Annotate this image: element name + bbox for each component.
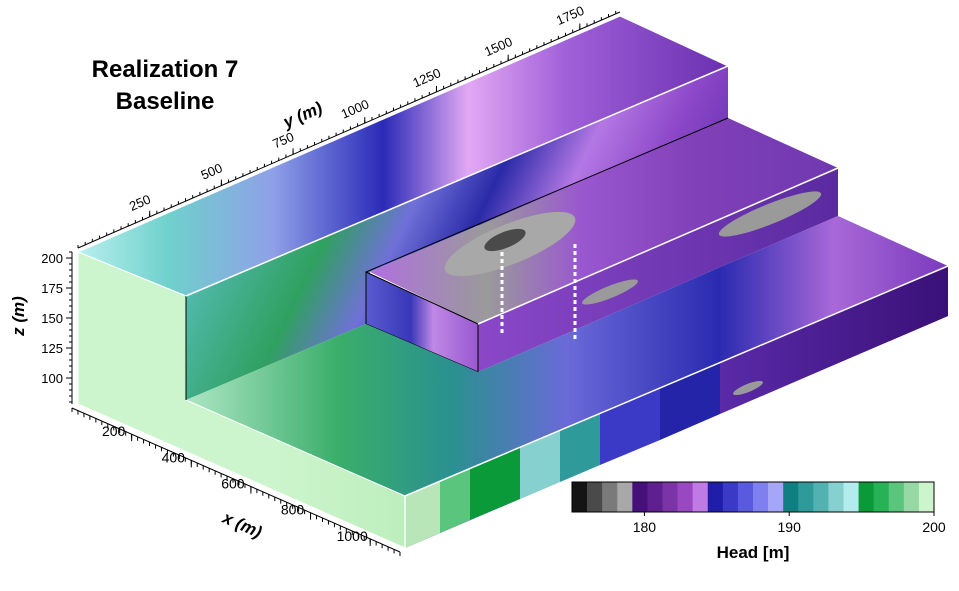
head-block-3d	[76, 15, 949, 549]
block-highlight-edges	[185, 65, 949, 548]
colorbar-swatch	[647, 482, 663, 512]
y-tick-label: 250	[127, 191, 153, 213]
x-axis-label: x (m)	[219, 508, 265, 542]
colorbar-swatch	[632, 482, 648, 512]
z-tick-label: 100	[41, 371, 63, 386]
title-line-1: Realization 7	[91, 56, 239, 83]
colorbar-swatch	[873, 482, 890, 512]
colorbar-swatch	[903, 482, 920, 512]
title-line-2: Baseline	[115, 88, 215, 115]
colorbar-swatch	[753, 482, 769, 512]
x-axis-line	[71, 407, 401, 553]
x-tick-label: 800	[281, 502, 305, 518]
z-tick-label: 150	[41, 311, 63, 326]
colorbar-frame	[571, 481, 935, 513]
y-tick-label: 750	[270, 129, 296, 151]
colorbar-swatch	[572, 482, 588, 512]
colorbar-label: Head [m]	[717, 543, 790, 562]
colorbar-swatch	[858, 482, 874, 512]
y-tick-label: 500	[199, 160, 225, 182]
colorbar-tick-label: 180	[633, 519, 657, 535]
colorbar-tick-label: 190	[778, 519, 802, 535]
axis-tick-marks	[66, 10, 617, 556]
colorbar-ticks: 180 190 200	[633, 512, 946, 535]
axes-group: 200 175 150 125 100 250 500 750 1000 1250 1500 1750…	[41, 3, 621, 556]
colorbar-tick-label: 200	[922, 519, 946, 535]
colorbar-swatch	[813, 482, 829, 512]
front-face-bands	[405, 266, 948, 548]
colorbar-swatch	[918, 482, 935, 512]
colorbar-swatch	[617, 482, 633, 512]
colorbar-swatch	[783, 482, 799, 512]
low-head-patches	[444, 191, 822, 396]
colorbar-swatch	[828, 482, 844, 512]
colorbar-swatch	[798, 482, 814, 512]
y-tick-label: 1000	[339, 96, 372, 121]
block-edges	[185, 117, 729, 400]
colorbar-swatch	[692, 482, 709, 512]
x-tick-label: 200	[102, 423, 126, 439]
colorbar-swatch	[722, 482, 739, 512]
colorbar-swatch	[602, 482, 618, 512]
z-tick-label: 175	[41, 281, 63, 296]
colorbar-swatch	[768, 482, 784, 512]
colorbar-swatch	[737, 482, 754, 512]
colorbar-swatch	[843, 482, 859, 512]
colorbar-swatch	[888, 482, 905, 512]
z-tick-label: 125	[41, 341, 63, 356]
x-tick-label: 400	[162, 449, 186, 465]
y-tick-label: 1250	[410, 65, 443, 90]
colorbar: 180 190 200 Head [m]	[571, 481, 946, 562]
z-axis-label: z (m)	[9, 296, 28, 337]
z-tick-label: 200	[41, 251, 63, 266]
x-tick-label: 1000	[337, 528, 368, 544]
y-tick-label: 1750	[554, 3, 587, 28]
middle-top-surface	[370, 118, 838, 324]
colorbar-swatch	[677, 482, 693, 512]
colorbar-swatch	[662, 482, 678, 512]
lower-top-surface	[186, 216, 948, 496]
colorbar-swatches	[572, 482, 935, 512]
y-tick-label: 1500	[482, 34, 515, 59]
colorbar-swatch	[707, 482, 724, 512]
colorbar-swatch	[587, 482, 603, 512]
y-axis-label: y (m)	[279, 98, 325, 132]
x-tick-label: 600	[221, 476, 245, 492]
